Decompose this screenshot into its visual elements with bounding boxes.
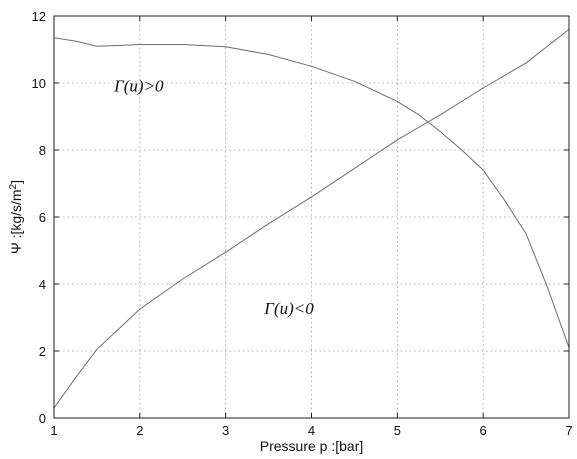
y-tick-label: 8 <box>39 143 46 158</box>
y-tick-label: 6 <box>39 210 46 225</box>
y-tick-label: 0 <box>39 411 46 426</box>
x-tick-label: 3 <box>222 423 229 438</box>
x-tick-label: 5 <box>394 423 401 438</box>
x-axis-label: Pressure p :[bar] <box>260 438 364 454</box>
x-tick-label: 1 <box>50 423 57 438</box>
x-tick-label: 6 <box>480 423 487 438</box>
series-group <box>53 29 570 409</box>
annotation-1: Γ(u)>0 <box>113 76 164 95</box>
y-tick-label: 2 <box>39 344 46 359</box>
x-tick-label: 2 <box>136 423 143 438</box>
annotations: Γ(u)>0 Γ(u)<0 <box>113 76 314 318</box>
ticks <box>53 15 570 419</box>
annotation-2: Γ(u)<0 <box>263 299 314 318</box>
y-axis-label-group: Ψ :[kg/s/m2] <box>8 180 25 254</box>
y-axis-label: Ψ :[kg/s/m2] <box>8 180 25 254</box>
series-line-2 <box>53 29 570 409</box>
grid <box>54 16 569 418</box>
x-tick-label: 7 <box>565 423 572 438</box>
x-tick-label: 4 <box>308 423 315 438</box>
series-line-1 <box>53 37 570 348</box>
y-tick-label: 10 <box>32 76 46 91</box>
y-tick-label: 4 <box>39 277 46 292</box>
y-tick-label: 12 <box>32 9 46 24</box>
